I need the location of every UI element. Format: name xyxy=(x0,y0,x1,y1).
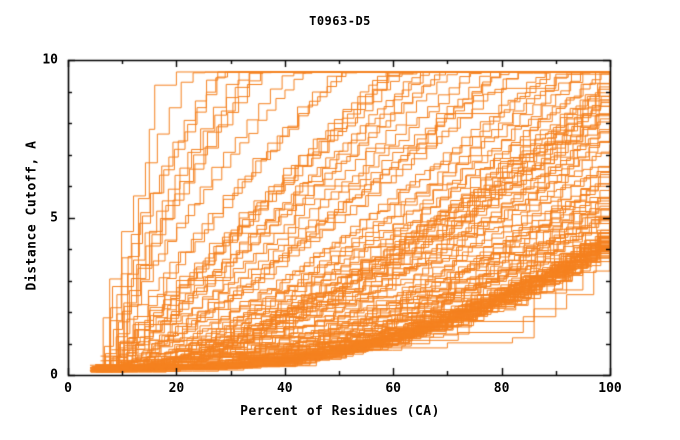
chart-figure: T0963-D5 Percent of Residues (CA) Distan… xyxy=(0,0,680,440)
distance-cutoff-plot-canvas xyxy=(0,0,680,440)
